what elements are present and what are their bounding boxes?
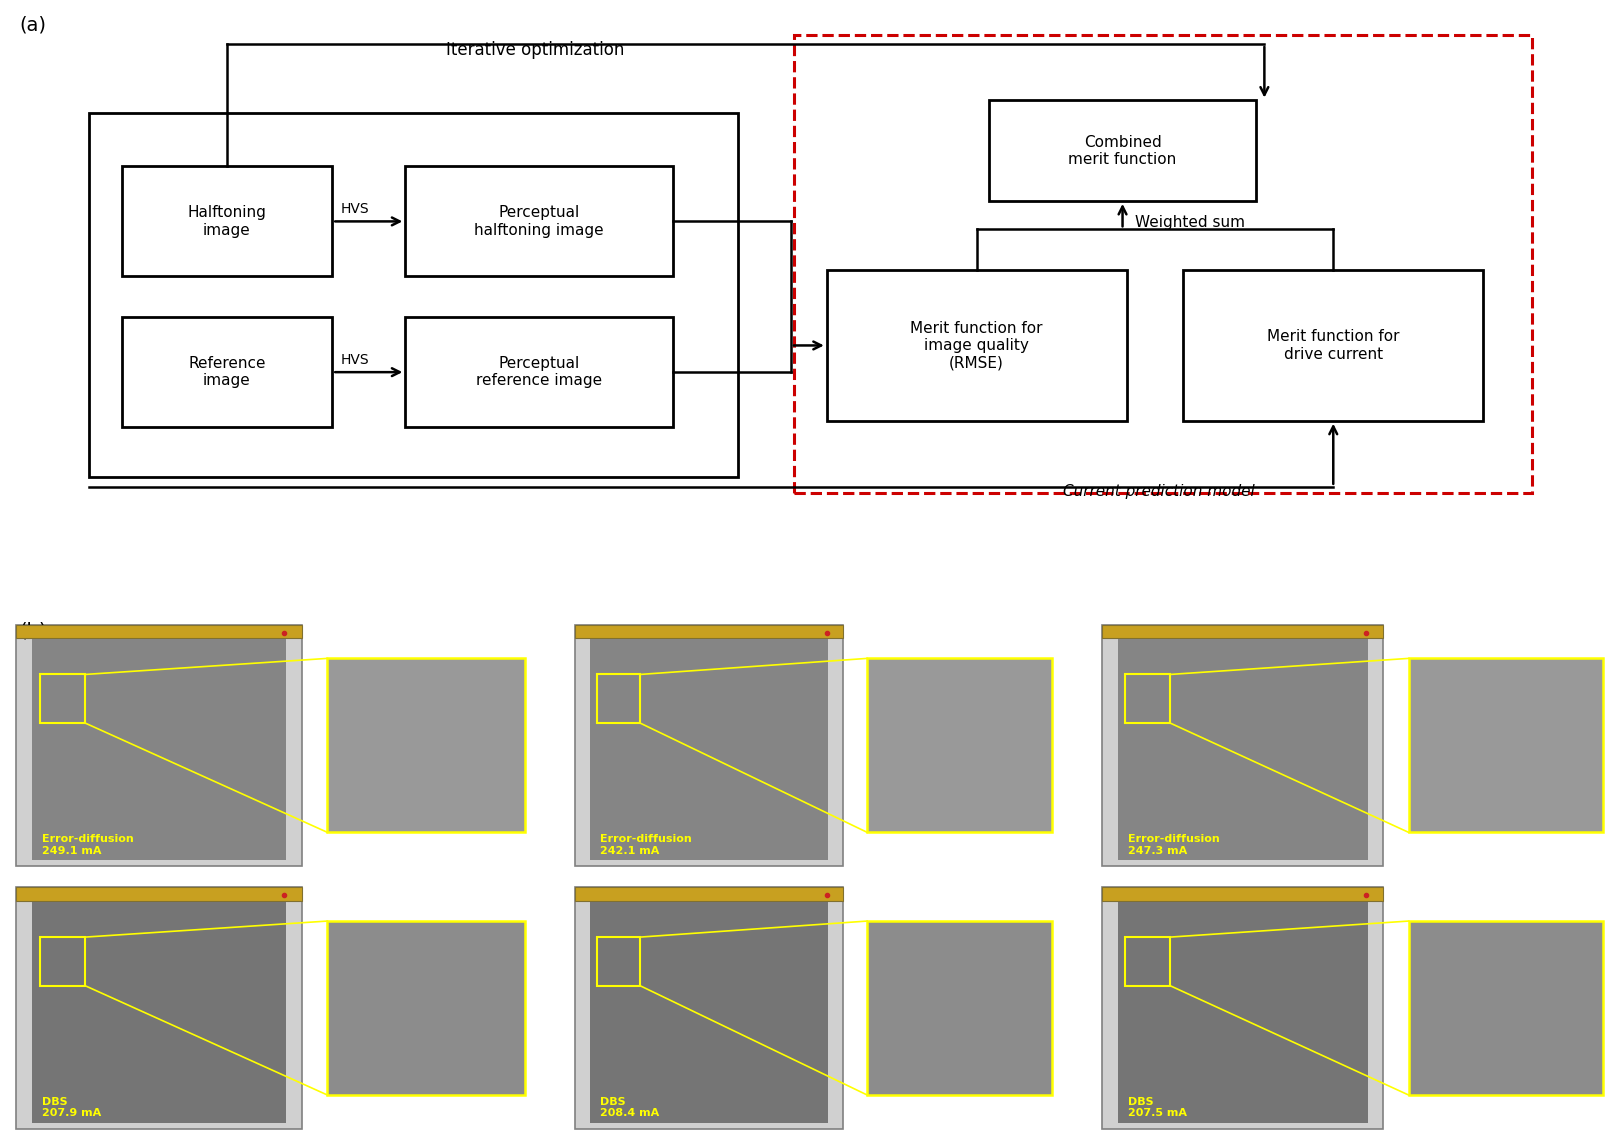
Bar — [16, 625, 302, 638]
Bar — [16, 887, 302, 901]
Bar — [597, 675, 640, 723]
Bar — [1409, 659, 1603, 833]
Bar — [39, 938, 86, 986]
Text: HVS: HVS — [340, 353, 370, 367]
Text: Error-diffusion
247.3 mA: Error-diffusion 247.3 mA — [1128, 834, 1219, 855]
Bar — [1102, 625, 1383, 638]
Bar — [327, 922, 525, 1095]
Bar — [1118, 902, 1368, 1123]
Bar — [590, 902, 828, 1123]
Text: DBS
207.9 mA: DBS 207.9 mA — [42, 1096, 101, 1118]
Bar — [1409, 922, 1603, 1095]
Text: (a): (a) — [19, 16, 47, 34]
Bar — [122, 317, 332, 427]
Text: Merit function for
drive current: Merit function for drive current — [1268, 329, 1399, 362]
Bar — [827, 270, 1127, 420]
Bar — [39, 675, 86, 723]
Text: Reference
image: Reference image — [188, 356, 266, 388]
Bar — [575, 625, 843, 638]
Bar — [1125, 938, 1170, 986]
Text: (b): (b) — [19, 622, 47, 641]
Text: Error-diffusion
242.1 mA: Error-diffusion 242.1 mA — [600, 834, 692, 855]
Text: Combined
merit function: Combined merit function — [1068, 135, 1177, 167]
Bar — [575, 887, 843, 1128]
Bar — [1183, 270, 1483, 420]
Bar — [867, 659, 1052, 833]
Text: Current prediction model: Current prediction model — [1063, 484, 1255, 499]
Bar — [405, 167, 673, 276]
Text: Perceptual
reference image: Perceptual reference image — [477, 356, 601, 388]
Bar — [867, 922, 1052, 1095]
Bar — [597, 938, 640, 986]
Bar — [32, 640, 285, 860]
Bar — [89, 113, 738, 477]
Bar — [1102, 887, 1383, 901]
Bar — [405, 317, 673, 427]
Bar — [1102, 887, 1383, 1128]
Bar — [590, 640, 828, 860]
Bar — [1125, 675, 1170, 723]
Bar — [575, 625, 843, 866]
Text: Error-diffusion
249.1 mA: Error-diffusion 249.1 mA — [42, 834, 135, 855]
Text: Iterative optimization: Iterative optimization — [446, 41, 624, 59]
Bar — [575, 887, 843, 901]
Bar — [1102, 625, 1383, 866]
Bar — [327, 659, 525, 833]
Text: HVS: HVS — [340, 202, 370, 216]
Text: Weighted sum: Weighted sum — [1135, 216, 1245, 231]
Text: DBS
208.4 mA: DBS 208.4 mA — [600, 1096, 660, 1118]
Text: Perceptual
halftoning image: Perceptual halftoning image — [475, 206, 603, 238]
Text: Halftoning
image: Halftoning image — [188, 206, 266, 238]
Bar — [122, 167, 332, 276]
Bar — [16, 625, 302, 866]
Bar — [32, 902, 285, 1123]
Text: Merit function for
image quality
(RMSE): Merit function for image quality (RMSE) — [911, 321, 1042, 370]
Bar — [794, 34, 1532, 493]
Bar — [16, 887, 302, 1128]
Bar — [989, 100, 1256, 201]
Text: DBS
207.5 mA: DBS 207.5 mA — [1128, 1096, 1187, 1118]
Bar — [1118, 640, 1368, 860]
